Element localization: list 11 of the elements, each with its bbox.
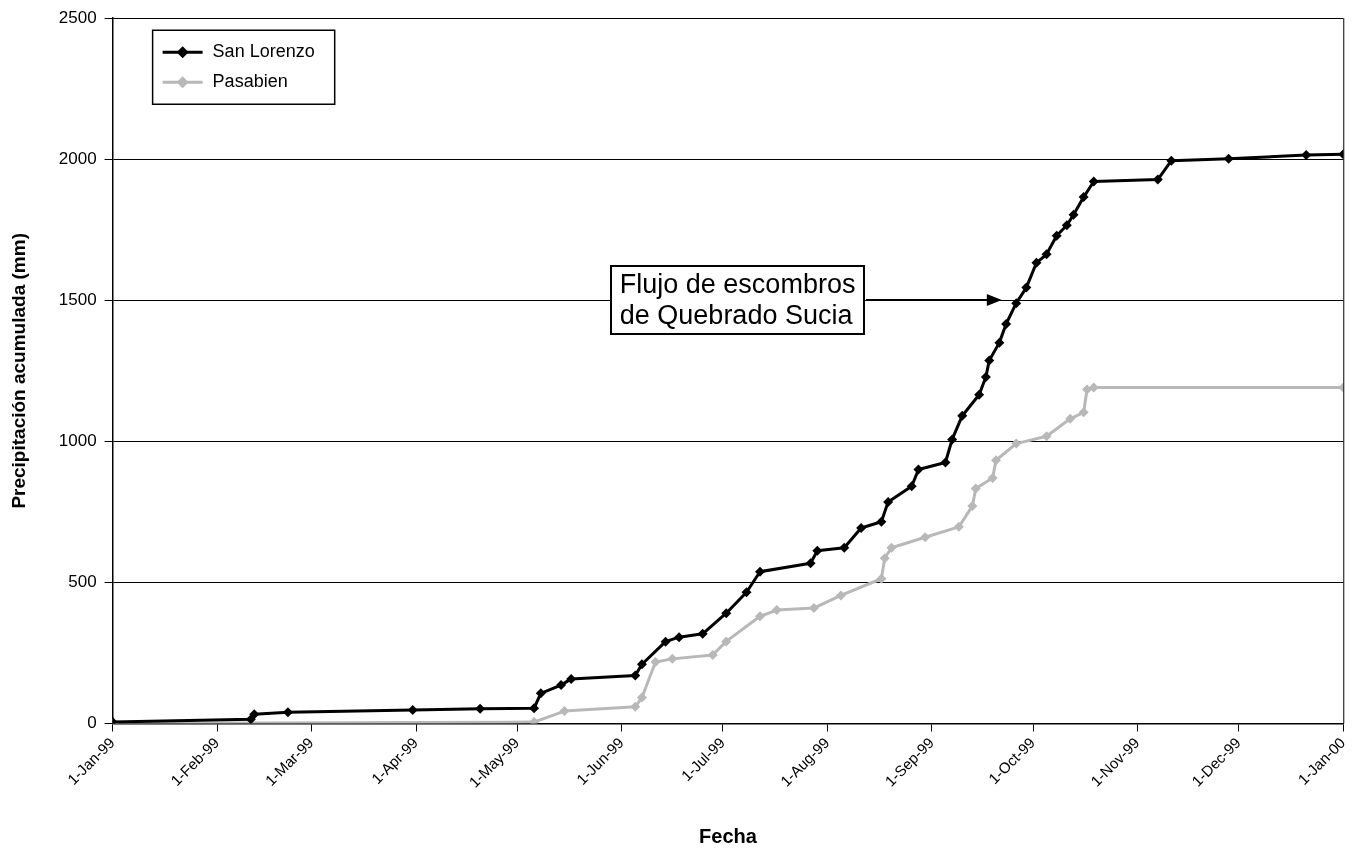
y-tick-label: 2500 (58, 7, 97, 27)
y-axis-title: Precipitación acumulada (mm) (7, 233, 29, 509)
y-tick-label: 500 (68, 572, 97, 592)
legend-label: Pasabien (212, 71, 288, 92)
legend-label: San Lorenzo (212, 41, 315, 62)
y-tick-label: 0 (87, 713, 97, 733)
y-tick-label: 2000 (58, 148, 97, 168)
x-axis-title: Fecha (699, 824, 758, 847)
y-tick-label: 1500 (58, 290, 97, 309)
annotation: Flujo de escombros de Quebrado Sucia (609, 264, 866, 335)
y-tick-label: 1000 (58, 431, 97, 451)
